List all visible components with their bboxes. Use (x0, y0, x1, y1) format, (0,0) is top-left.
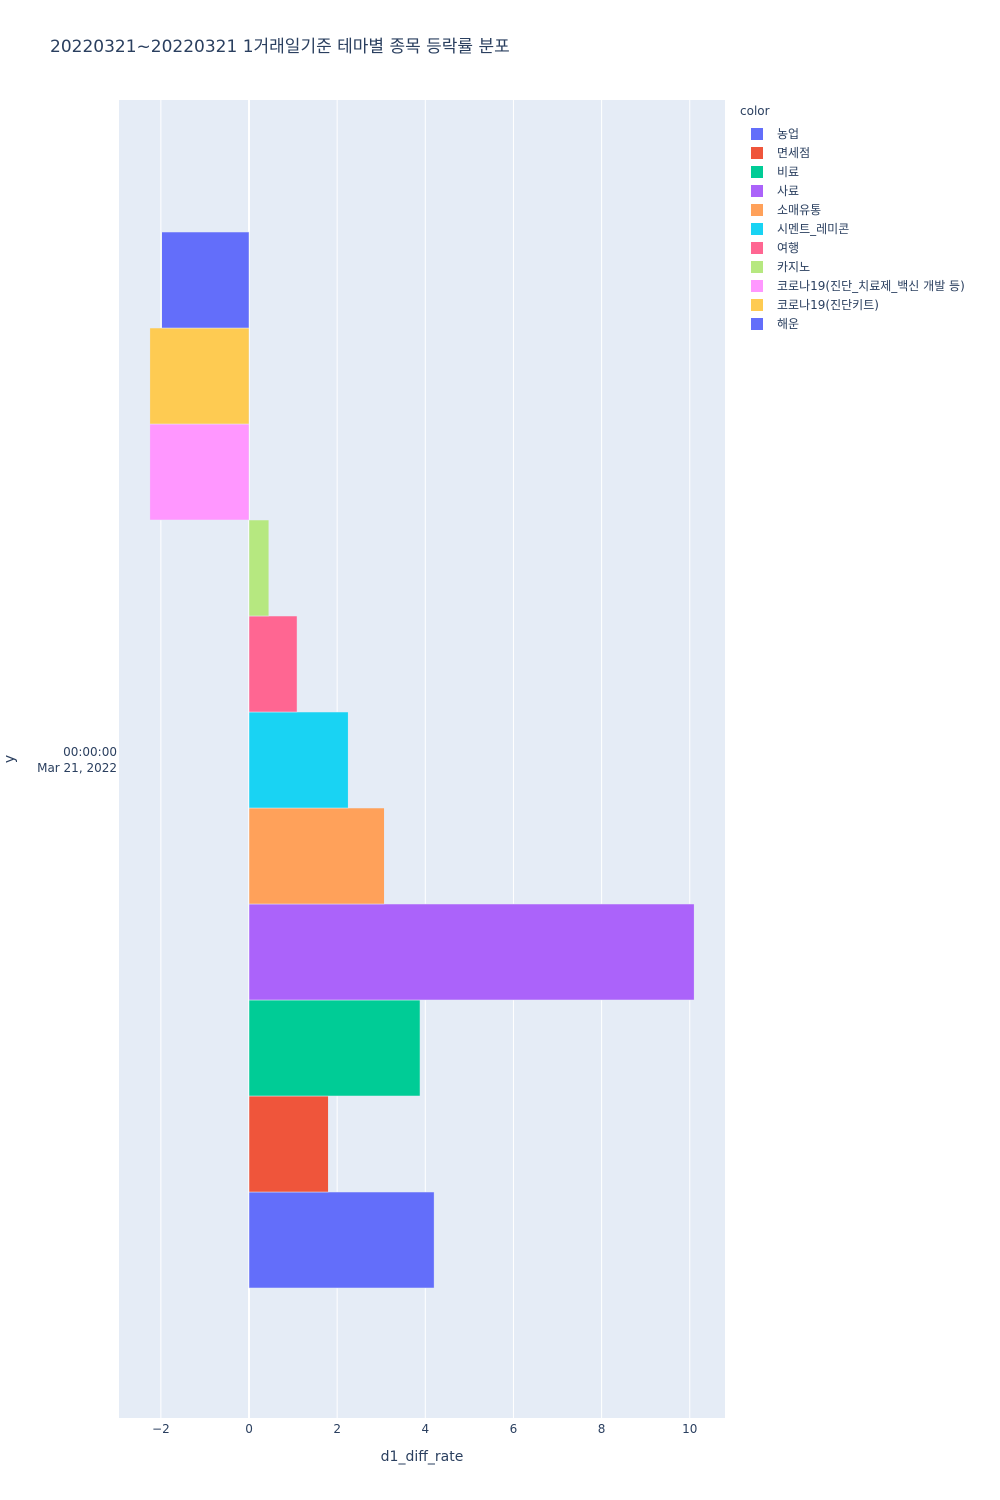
legend-item[interactable]: 소매유통 (740, 200, 965, 219)
legend-label: 여행 (777, 241, 800, 255)
legend-label: 농업 (777, 127, 800, 141)
bar-해운[interactable] (161, 231, 250, 329)
bar-사료[interactable] (248, 903, 695, 1001)
x-tick-label: 4 (421, 1422, 429, 1436)
legend-item[interactable]: 코로나19(진단_치료제_백신 개발 등) (740, 276, 965, 295)
legend-item[interactable]: 시멘트_레미콘 (740, 219, 965, 238)
legend-swatch (751, 146, 763, 159)
x-tick-labels: −2 0 2 4 6 8 10 (152, 1422, 697, 1436)
legend-swatch (751, 203, 763, 216)
bar-시멘트_레미콘[interactable] (248, 711, 349, 809)
legend-label: 코로나19(진단_치료제_백신 개발 등) (777, 279, 965, 293)
legend-label: 카지노 (777, 260, 811, 274)
legend-item[interactable]: 비료 (740, 162, 965, 181)
chart-title: 20220321~20220321 1거래일기준 테마별 종목 등락률 분포 (50, 37, 510, 57)
y-tick-label-time: 00:00:00 (63, 745, 117, 759)
legend-swatch (751, 184, 763, 197)
y-tick-label-date: Mar 21, 2022 (37, 761, 117, 775)
legend-swatch (751, 241, 763, 254)
legend-item[interactable]: 면세점 (740, 143, 965, 162)
legend-swatch (751, 165, 763, 178)
x-tick-label: 2 (333, 1422, 341, 1436)
legend-label: 소매유통 (777, 203, 822, 217)
legend-swatch (751, 317, 763, 330)
legend-item[interactable]: 사료 (740, 181, 965, 200)
legend-item[interactable]: 해운 (740, 314, 965, 333)
bar-소매유통[interactable] (248, 807, 385, 905)
legend-item[interactable]: 여행 (740, 238, 965, 257)
legend-item[interactable]: 농업 (740, 124, 965, 143)
x-tick-label: 8 (598, 1422, 606, 1436)
legend-swatch (751, 222, 763, 235)
legend-item[interactable]: 카지노 (740, 257, 965, 276)
bar-농업[interactable] (248, 1191, 435, 1289)
bar-카지노[interactable] (248, 519, 270, 617)
bar-여행[interactable] (248, 615, 298, 713)
x-axis-title: d1_diff_rate (381, 1449, 464, 1465)
legend-label: 비료 (777, 165, 800, 179)
legend-swatch (751, 279, 763, 292)
x-tick-label: −2 (152, 1422, 170, 1436)
bars[interactable] (149, 231, 695, 1289)
bar-코로나19(진단_치료제_백신 개발 등)[interactable] (149, 423, 250, 521)
legend-label: 사료 (777, 184, 800, 198)
bar-비료[interactable] (248, 999, 421, 1097)
x-tick-label: 0 (245, 1422, 253, 1436)
bar-면세점[interactable] (248, 1095, 329, 1193)
legend-label: 코로나19(진단키트) (777, 298, 879, 312)
legend-swatch (751, 298, 763, 311)
legend-title: color (740, 104, 770, 118)
legend-label: 해운 (777, 317, 800, 331)
bar-코로나19(진단키트)[interactable] (149, 327, 250, 425)
legend-item[interactable]: 코로나19(진단키트) (740, 295, 965, 314)
legend-label: 시멘트_레미콘 (777, 222, 850, 236)
legend-label: 면세점 (777, 146, 811, 160)
x-tick-label: 10 (682, 1422, 697, 1436)
legend-swatch (751, 260, 763, 273)
legend-swatch (751, 127, 763, 140)
y-axis-title: y (2, 755, 18, 763)
x-tick-label: 6 (510, 1422, 518, 1436)
